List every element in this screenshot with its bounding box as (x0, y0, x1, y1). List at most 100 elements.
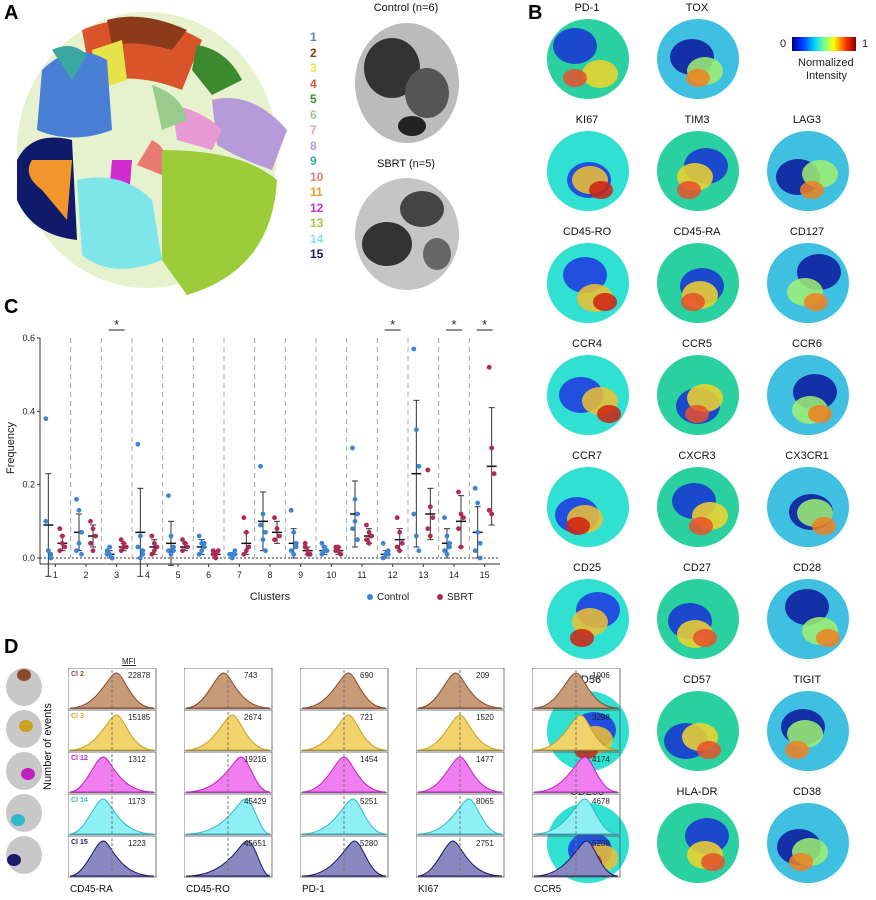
cluster-legend-item: 15 (310, 247, 324, 261)
data-point (364, 537, 369, 543)
x-tick-label: 13 (418, 570, 428, 580)
histogram-cell (300, 794, 389, 836)
data-point (135, 441, 141, 447)
mfi-value: 2751 (476, 839, 494, 848)
sbrt-title: SBRT (n=5) (377, 158, 435, 170)
data-point (168, 533, 174, 539)
histogram-cell (184, 836, 273, 878)
histogram-cell (68, 710, 157, 752)
histogram-marker-label: CD45-RO (186, 884, 230, 895)
data-point (74, 496, 79, 502)
data-point (293, 544, 299, 550)
data-point (272, 515, 277, 521)
data-point (489, 511, 495, 517)
data-point (427, 533, 433, 539)
data-point (397, 548, 403, 554)
panel-letter-a: A (4, 2, 19, 24)
data-point (425, 526, 431, 532)
data-point (210, 548, 216, 554)
histogram-cell (184, 668, 273, 710)
y-tick-label: 0.0 (22, 553, 35, 563)
cluster-thumbnail (6, 710, 42, 748)
histogram-marker-label: KI67 (418, 884, 439, 895)
data-point (88, 540, 93, 546)
data-point (76, 540, 82, 546)
cluster-legend-item: 6 (310, 107, 317, 122)
data-point (366, 529, 372, 535)
histogram-cluster-label: Cl 3 (71, 713, 84, 720)
data-point (442, 515, 447, 521)
data-point (355, 537, 360, 543)
x-tick-label: 3 (114, 570, 119, 580)
histogram-cell (532, 710, 621, 752)
data-point (394, 515, 400, 521)
mfi-value: 19216 (244, 755, 267, 764)
data-point (475, 529, 481, 535)
mfi-value: 1173 (128, 797, 146, 806)
cluster-thumbnail (6, 836, 42, 874)
data-point (319, 551, 325, 557)
data-point (324, 548, 330, 554)
data-point (321, 544, 327, 550)
control-density-map (355, 23, 459, 143)
y-axis-label: Frequency (5, 422, 17, 474)
mfi-value: 45651 (244, 839, 267, 848)
data-point (135, 544, 141, 550)
colorbar-max: 1 (862, 38, 869, 50)
data-point (444, 533, 450, 539)
data-point (258, 463, 263, 469)
data-point (243, 548, 249, 554)
data-point (59, 533, 65, 539)
data-point (458, 544, 464, 550)
data-point (246, 544, 252, 550)
histogram-cell (184, 710, 273, 752)
data-point (489, 445, 495, 451)
x-tick-label: 2 (83, 570, 88, 580)
data-point (149, 533, 155, 539)
histogram-cell (416, 836, 505, 878)
data-point (232, 548, 238, 554)
marker-heatmap (767, 243, 849, 323)
marker-heatmap (767, 803, 849, 883)
marker-heatmap (657, 579, 739, 659)
data-point (151, 548, 157, 554)
data-point (305, 548, 311, 554)
marker-heatmap (657, 467, 739, 547)
data-point (48, 555, 54, 561)
data-point (477, 555, 483, 561)
marker-title: TIGIT (792, 674, 822, 686)
data-point (149, 551, 155, 557)
data-point (79, 551, 84, 557)
data-point (185, 544, 190, 550)
data-point (196, 533, 202, 539)
data-point (380, 540, 386, 546)
cluster-legend-item: 2 (310, 45, 317, 60)
data-point (447, 540, 452, 546)
data-point (243, 529, 249, 535)
data-point (444, 551, 450, 557)
mfi-value: 2674 (244, 713, 262, 722)
cluster-thumbnail (6, 794, 42, 832)
cluster-legend-item: 10 (310, 169, 324, 184)
data-point (333, 548, 339, 554)
histogram-marker-label: PD-1 (302, 884, 325, 895)
data-point (397, 529, 403, 535)
histogram-cell (68, 794, 157, 836)
data-point (166, 493, 171, 499)
data-point (399, 540, 405, 546)
data-point (74, 548, 79, 554)
histogram-cell (532, 794, 621, 836)
mfi-value: 1454 (360, 755, 378, 764)
data-point (425, 467, 431, 473)
data-point (118, 537, 124, 543)
data-point (475, 500, 481, 506)
marker-title: CCR6 (792, 338, 822, 350)
panel-letter-d: D (4, 636, 19, 658)
cluster-legend-item: 14 (310, 231, 324, 246)
data-point (369, 533, 374, 539)
histogram-cell (532, 668, 621, 710)
histogram-cluster-label: Cl 12 (71, 755, 88, 762)
x-axis-label: Clusters (250, 591, 291, 603)
histogram-cell (300, 668, 389, 710)
marker-heatmap (547, 579, 629, 659)
